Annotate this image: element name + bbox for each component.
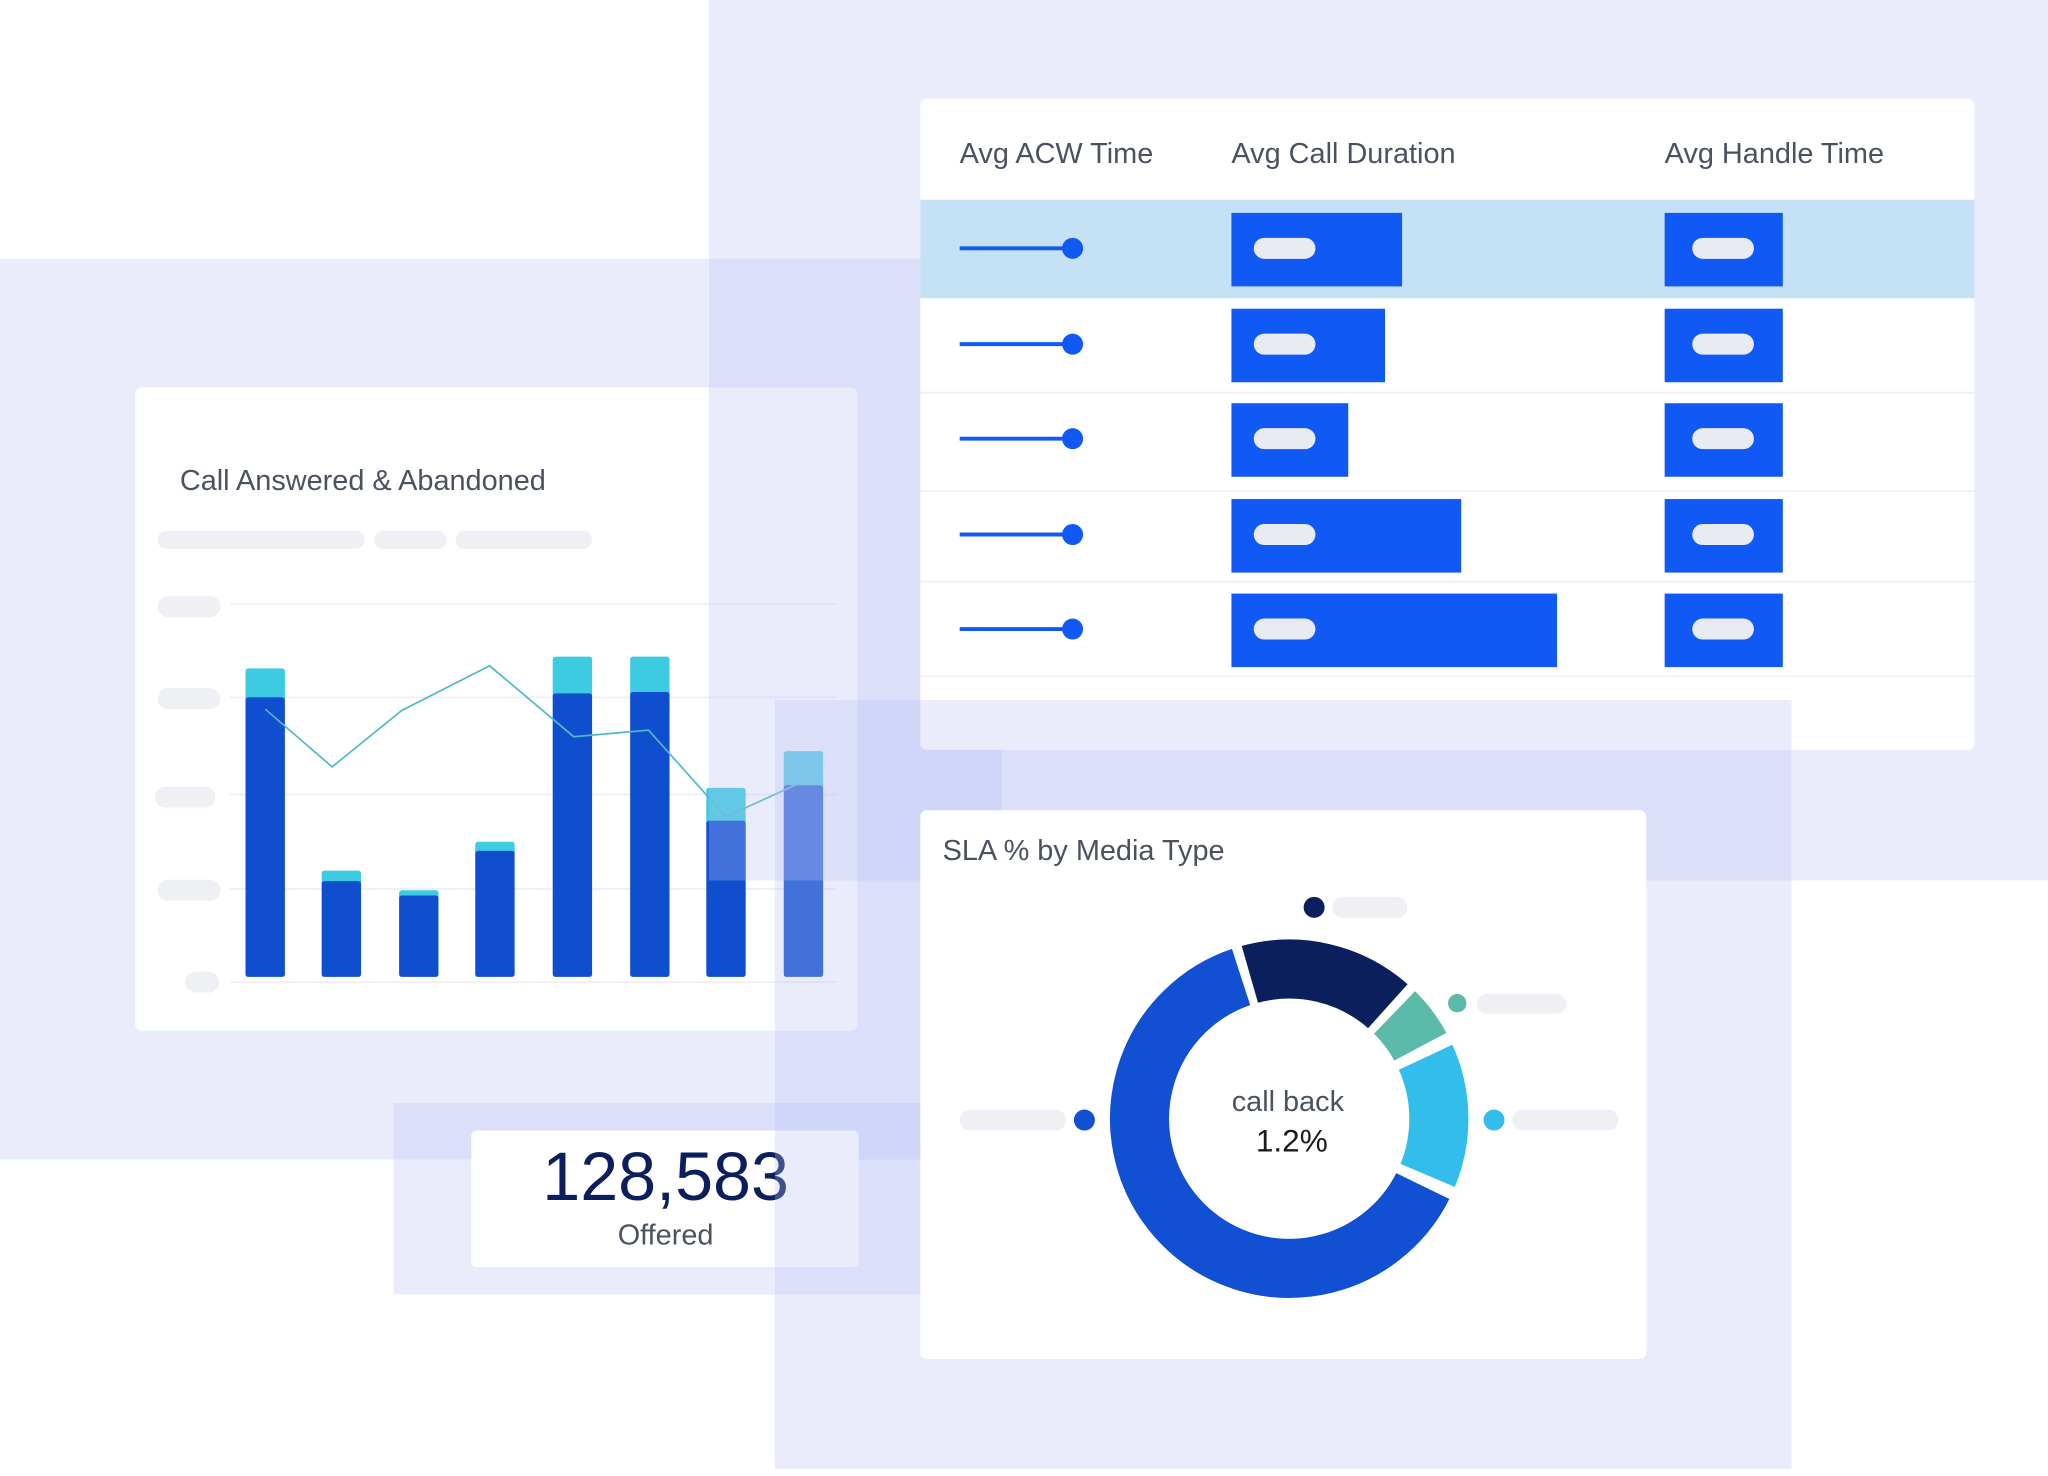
donut-segment — [1236, 935, 1414, 1034]
pill — [1692, 524, 1754, 546]
card-title: Call Answered & Abandoned — [180, 465, 546, 497]
legend — [959, 896, 1619, 1131]
pill — [1692, 333, 1754, 355]
bar-top — [245, 668, 285, 703]
bar — [706, 820, 746, 977]
pill — [1253, 524, 1316, 546]
center-label: call back — [1232, 1086, 1345, 1118]
pill — [1253, 618, 1316, 640]
bar — [245, 697, 285, 977]
column-header: Avg Handle Time — [1665, 138, 1884, 170]
placeholders — [154, 530, 593, 993]
donut-card: SLA % by Media Type call back 1.2% — [920, 810, 1647, 1359]
bar-top — [706, 787, 746, 826]
slider-knob — [1062, 428, 1084, 450]
bars — [245, 656, 824, 977]
donut — [1106, 935, 1473, 1302]
kpi-value: 128,583 — [542, 1139, 789, 1215]
bar — [783, 785, 824, 977]
pill — [1253, 237, 1316, 259]
bar-top — [552, 656, 593, 699]
trend-line — [264, 664, 804, 818]
pill — [1253, 428, 1316, 450]
card — [471, 1130, 859, 1268]
donut-segment — [1106, 943, 1455, 1302]
pill — [1253, 333, 1316, 355]
card — [920, 810, 1647, 1359]
selected-row — [920, 199, 1975, 299]
rows — [959, 212, 1783, 668]
donut-segment — [1368, 985, 1452, 1066]
pill — [1692, 428, 1754, 450]
kpi-label: Offered — [618, 1220, 714, 1252]
row-lines — [920, 391, 1975, 678]
pill — [1692, 237, 1754, 259]
bar — [475, 850, 515, 977]
table-card: Avg ACW Time Avg Call Duration Avg Handl… — [920, 98, 1975, 750]
bar — [321, 881, 362, 977]
slider-knob — [1062, 618, 1084, 640]
bar-card: Call Answered & Abandoned — [135, 387, 858, 1031]
pill — [1692, 618, 1754, 640]
center-value: 1.2% — [1256, 1123, 1328, 1159]
card-title: SLA % by Media Type — [943, 835, 1225, 867]
column-header: Avg Call Duration — [1231, 138, 1455, 170]
bar-top — [783, 751, 824, 791]
slider-knob — [1062, 524, 1084, 546]
bar-top — [630, 656, 670, 698]
bar — [552, 693, 593, 977]
slider-knob — [1062, 333, 1084, 355]
bar — [630, 692, 670, 977]
donut-segment — [1393, 1039, 1473, 1193]
slider-knob — [1062, 237, 1084, 259]
column-header: Avg ACW Time — [960, 138, 1154, 170]
kpi-card: 128,583 Offered — [471, 1130, 859, 1268]
bar — [399, 895, 439, 977]
